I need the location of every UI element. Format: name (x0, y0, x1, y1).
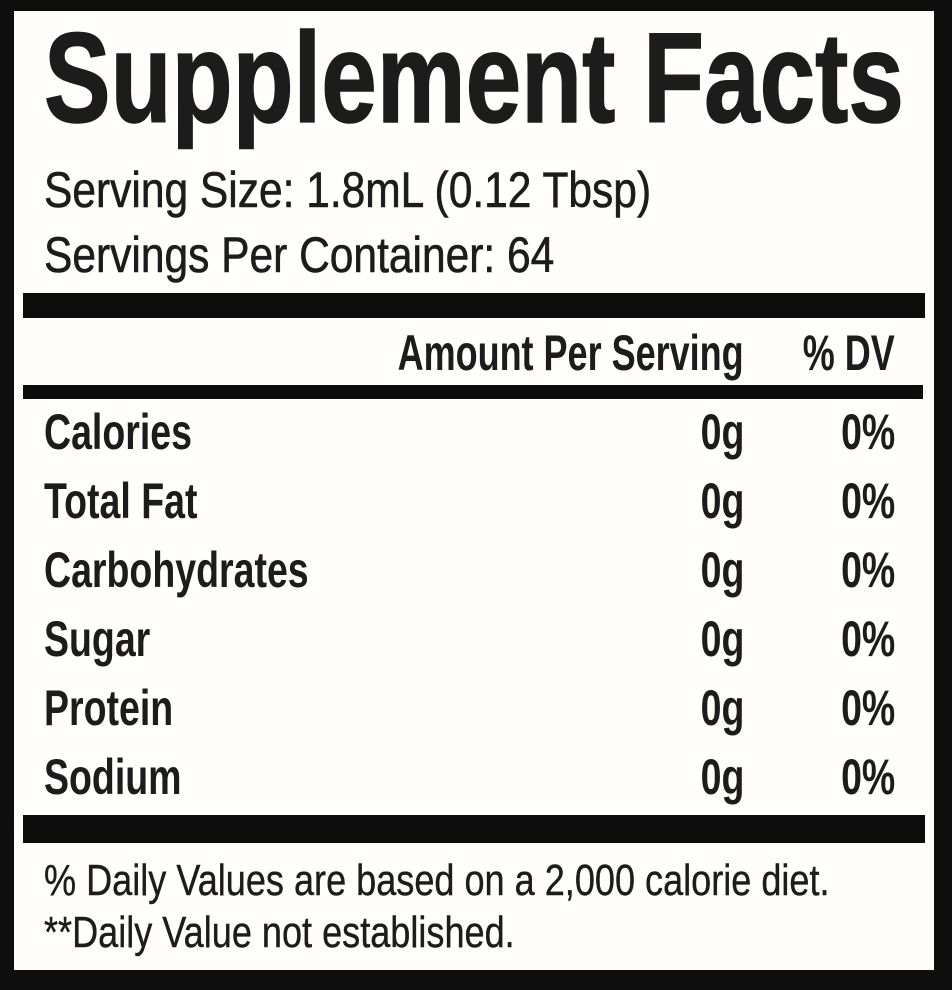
amount-per-serving-header: Amount Per Serving (397, 325, 744, 381)
nutrient-name: Carbohydrates (44, 542, 309, 598)
nutrient-amount: 0g (700, 542, 744, 598)
nutrient-amount: 0g (700, 749, 744, 805)
label-title: Supplement Facts (43, 7, 952, 150)
nutrient-row-sugar: Sugar 0g 0% (44, 614, 895, 664)
nutrient-row-sodium: Sodium 0g 0% (44, 752, 895, 802)
label-title-text: Supplement Facts (43, 7, 904, 150)
nutrient-amount: 0g (700, 404, 744, 460)
divider-bar-bottom (23, 815, 925, 843)
supplement-facts-panel: Supplement Facts Serving Size: 1.8mL (0.… (14, 11, 934, 970)
footnote-daily-values: % Daily Values are based on a 2,000 calo… (44, 856, 830, 905)
footnote-dv-not-established: **Daily Value not established. (44, 908, 515, 957)
nutrient-amount: 0g (700, 611, 744, 667)
nutrient-dv: 0% (840, 473, 895, 529)
nutrient-name: Protein (44, 680, 174, 736)
divider-bar-header (23, 385, 923, 399)
nutrient-row-total-fat: Total Fat 0g 0% (44, 476, 895, 526)
nutrient-name: Sugar (44, 611, 151, 667)
column-header-row: Amount Per Serving % DV (44, 328, 895, 378)
nutrient-name: Total Fat (44, 473, 198, 529)
percent-dv-header: % DV (802, 325, 895, 381)
nutrient-row-protein: Protein 0g 0% (44, 683, 895, 733)
nutrient-dv: 0% (840, 680, 895, 736)
nutrient-dv: 0% (840, 404, 895, 460)
nutrient-dv: 0% (840, 749, 895, 805)
nutrient-name: Calories (44, 404, 192, 460)
nutrient-row-carbohydrates: Carbohydrates 0g 0% (44, 545, 895, 595)
nutrient-amount: 0g (700, 473, 744, 529)
nutrient-dv: 0% (840, 611, 895, 667)
divider-bar-top (23, 293, 925, 318)
serving-size-line: Serving Size: 1.8mL (0.12 Tbsp) (44, 162, 652, 218)
nutrient-amount: 0g (700, 680, 744, 736)
nutrient-dv: 0% (840, 542, 895, 598)
servings-per-container-line: Servings Per Container: 64 (44, 227, 555, 283)
nutrient-name: Sodium (44, 749, 182, 805)
nutrient-row-calories: Calories 0g 0% (44, 407, 895, 457)
